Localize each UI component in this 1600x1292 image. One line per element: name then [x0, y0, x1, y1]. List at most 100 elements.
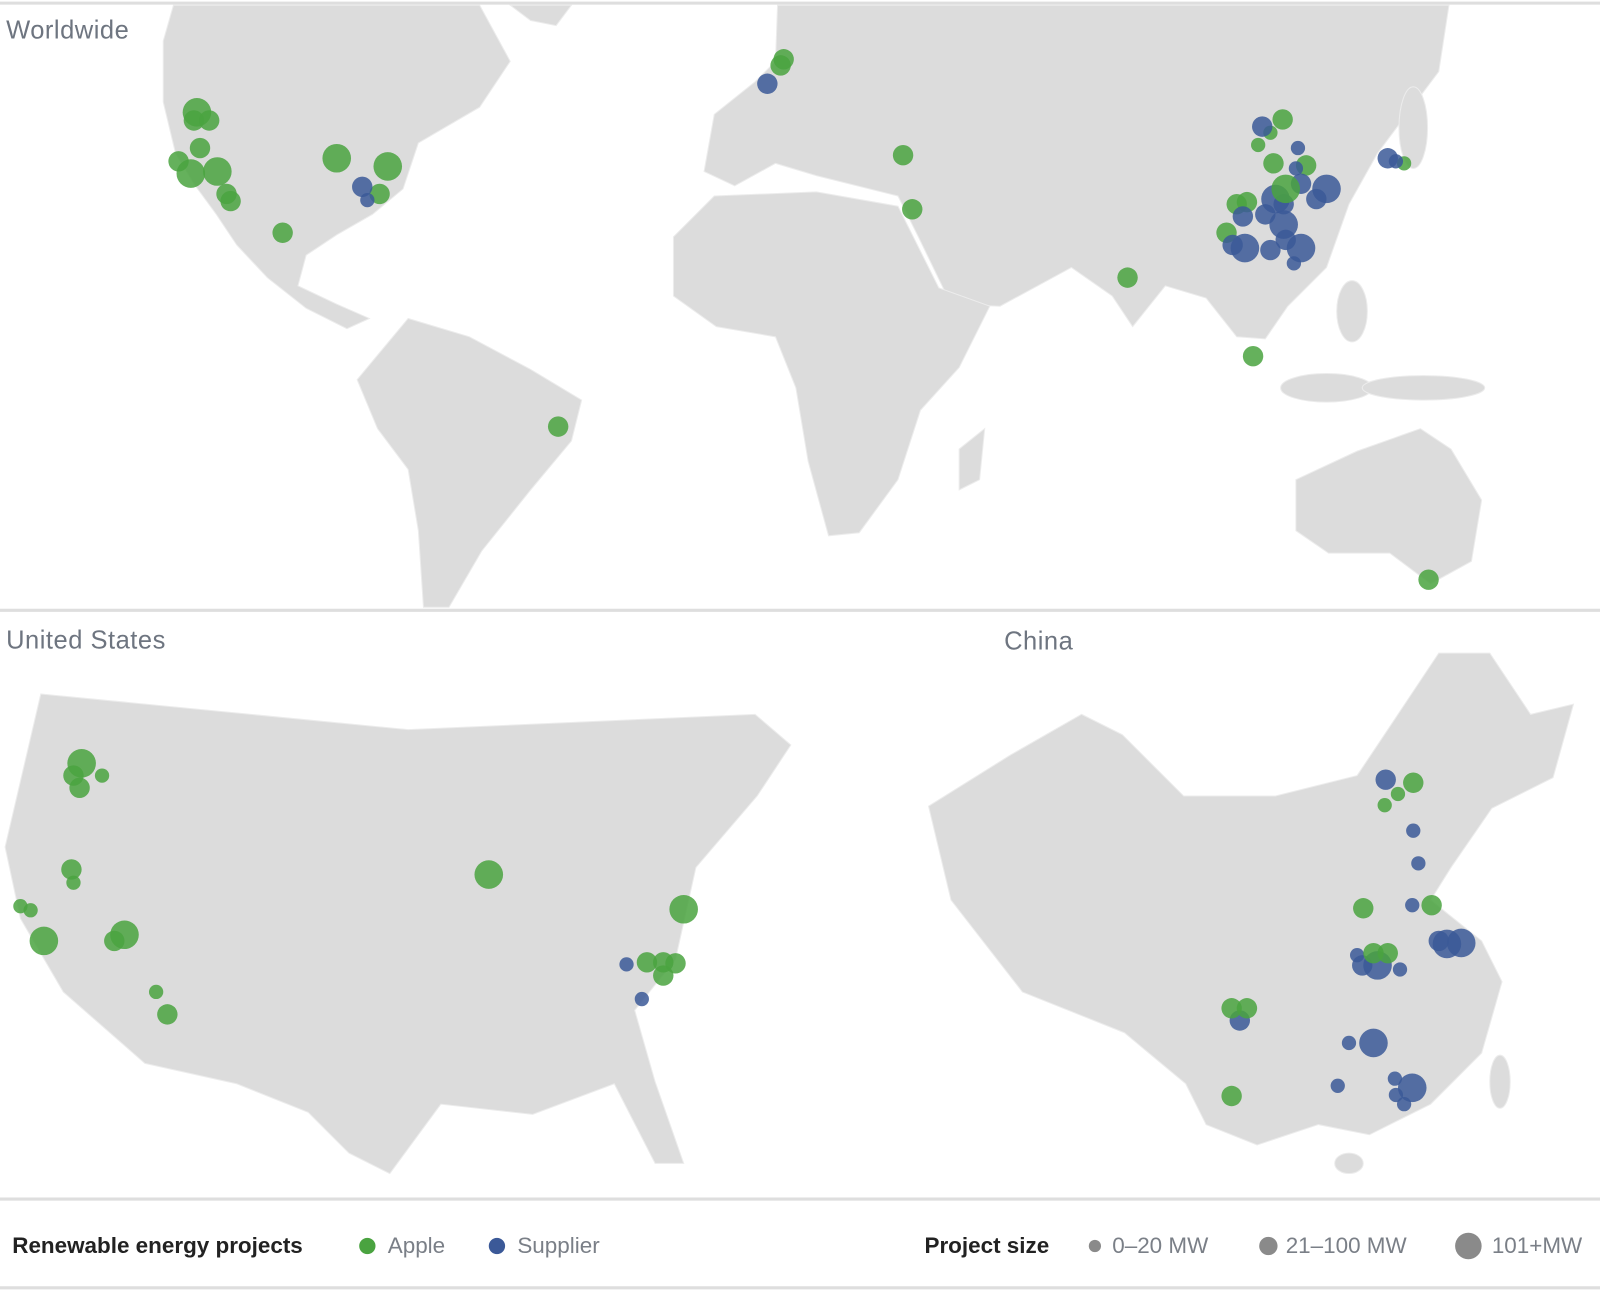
legend-title: Project size [924, 1233, 1049, 1258]
project-dot [360, 192, 375, 208]
project-dot [1387, 1071, 1403, 1086]
legend-label: 101+MW [1492, 1233, 1583, 1258]
project-dot [1388, 154, 1404, 169]
map-title: Worldwide [6, 16, 129, 44]
project-dot [1260, 239, 1281, 261]
project-dot [653, 965, 674, 986]
project-dot [1222, 234, 1243, 256]
land [1489, 1054, 1511, 1109]
land [1295, 428, 1483, 585]
project-dot [1397, 1073, 1427, 1103]
world-map [162, 4, 1486, 608]
project-dot [23, 903, 38, 918]
project-dot [1418, 569, 1439, 590]
project-dot [1288, 161, 1304, 176]
project-dot [1375, 769, 1396, 790]
project-dot [1286, 256, 1302, 271]
land [1398, 86, 1429, 169]
legend-title: Renewable energy projects [12, 1233, 303, 1258]
project-dot [1290, 140, 1306, 156]
land [356, 317, 583, 608]
project-dot [1363, 942, 1384, 964]
land [1336, 280, 1368, 343]
project-dot [636, 952, 658, 973]
project-dot [148, 984, 164, 1000]
project-dot [1272, 109, 1293, 130]
land [672, 191, 991, 537]
project-dot [1275, 229, 1296, 251]
project-dot [1341, 1035, 1357, 1051]
legend-swatch [488, 1237, 506, 1255]
project-dot [1392, 962, 1408, 977]
project-dot [1221, 1085, 1242, 1107]
project-dot [902, 199, 923, 220]
project-dot [1330, 1078, 1345, 1093]
project-dot [1405, 898, 1420, 913]
map-title: China [1004, 628, 1073, 656]
project-dot [183, 110, 205, 131]
project-dot [176, 159, 206, 188]
project-dot [94, 768, 110, 783]
project-dot [547, 416, 569, 437]
project-dot [634, 991, 649, 1007]
project-dot [1221, 998, 1242, 1019]
project-dot [198, 110, 220, 131]
project-dot [1411, 856, 1426, 871]
project-dot [1396, 1097, 1412, 1112]
size-swatch [1455, 1232, 1482, 1260]
map-title: United States [6, 627, 166, 655]
project-dot [1236, 998, 1258, 1019]
project-dot [369, 183, 390, 205]
project-dot [1388, 1087, 1404, 1103]
legend-label: Supplier [517, 1233, 600, 1258]
land [1334, 1152, 1364, 1175]
project-dot [892, 144, 914, 166]
project-dot [1377, 798, 1392, 813]
project-dot [474, 860, 504, 889]
project-dot [203, 157, 232, 186]
project-dot [1428, 930, 1449, 952]
legend-label: 21–100 MW [1286, 1233, 1408, 1258]
project-dot [1353, 898, 1374, 919]
project-dot [1263, 153, 1284, 174]
project-dot [189, 137, 211, 159]
project-dots [13, 49, 1476, 1112]
project-dot [1242, 346, 1264, 367]
size-swatch [1259, 1236, 1278, 1256]
project-dot [157, 1004, 178, 1025]
project-dot [669, 894, 698, 924]
land [958, 427, 986, 491]
project-dot [104, 930, 125, 952]
project-dot [220, 190, 241, 212]
us-map [4, 693, 792, 1175]
land [1361, 375, 1486, 401]
legend-swatch [359, 1237, 376, 1255]
legend: Renewable energy projects Apple Supplier… [12, 1232, 1583, 1260]
land [508, 4, 573, 27]
project-dot [66, 875, 81, 890]
project-dot [1359, 1028, 1388, 1058]
project-dot [69, 777, 90, 799]
project-dot [1306, 188, 1327, 210]
project-dot [1377, 942, 1398, 964]
legend-label: 0–20 MW [1112, 1233, 1209, 1258]
project-dot [1232, 206, 1254, 227]
project-dot [322, 143, 352, 173]
project-dot [1117, 267, 1138, 288]
project-dot [1403, 772, 1424, 793]
project-dot [619, 957, 634, 972]
land [1280, 373, 1373, 403]
project-dot [1271, 174, 1300, 204]
china-map [927, 652, 1575, 1146]
project-dot [1446, 928, 1476, 958]
project-dot [373, 152, 403, 181]
project-dot [61, 859, 82, 880]
project-dot [770, 55, 791, 76]
project-dot [1252, 116, 1273, 137]
project-dot [272, 222, 293, 243]
project-dot [29, 926, 59, 956]
legend-label: Apple [388, 1233, 445, 1258]
project-dot [1390, 786, 1406, 802]
project-dot [1421, 894, 1442, 916]
